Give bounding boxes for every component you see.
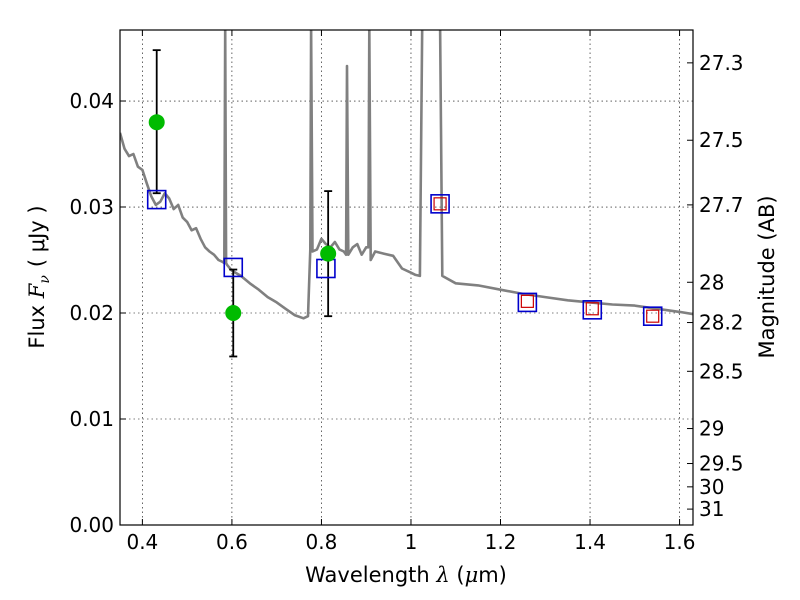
bandpass-square [223, 257, 244, 278]
y2-tick-label: 29 [699, 417, 724, 441]
y2-tick-label: 29.5 [699, 452, 744, 476]
bandpass-square [642, 306, 663, 326]
y-tick-label: 0.00 [69, 513, 114, 537]
y-tick-label: 0.02 [69, 301, 114, 325]
y2-tick-label: 28.2 [699, 311, 744, 335]
x-tick-label: 0.6 [216, 530, 248, 554]
detection-point [225, 305, 242, 322]
y2-tick-label: 30 [699, 475, 724, 499]
x-tick-label: 1.2 [485, 530, 517, 554]
y-tick-label: 0.01 [69, 407, 114, 431]
limit-square [433, 197, 447, 211]
y2-tick-label: 28.5 [699, 359, 744, 383]
detection-point [320, 245, 337, 262]
bandpass-square [517, 292, 538, 313]
y-axis-label: Flux Fν( μJy ) [25, 205, 53, 348]
limit-square [520, 294, 534, 308]
y-axis-ticks: 0.00 0.01 0.02 0.03 0.04 [69, 89, 126, 537]
plot-frame [119, 29, 694, 526]
bandpass-square [146, 189, 167, 210]
x-tick-label: 0.4 [126, 530, 158, 554]
detection-points [148, 114, 337, 322]
bandpass-square [582, 300, 603, 320]
bandpass-squares [146, 189, 663, 326]
y2-tick-label: 31 [699, 497, 724, 521]
x-tick-label: 1.6 [664, 530, 696, 554]
y2-tick-label: 27.3 [699, 51, 744, 75]
detection-point [148, 114, 165, 131]
x-tick-label: 1.4 [574, 530, 606, 554]
limit-square [585, 302, 599, 316]
y-tick-label: 0.04 [69, 89, 114, 113]
y2-axis-label: Magnitude (AB) [755, 195, 779, 358]
grid-lines [120, 30, 693, 526]
bandpass-square [430, 194, 450, 214]
spectrum-line [120, 30, 693, 320]
y2-tick-label: 27.5 [699, 128, 744, 152]
model-spectrum [120, 30, 693, 320]
y2-tick-label: 28 [699, 270, 724, 294]
x-tick-label: 0.8 [306, 530, 338, 554]
x-axis-label: Wavelength λ (μm) [305, 563, 507, 587]
plot-area [120, 30, 693, 358]
y2-tick-label: 27.7 [699, 193, 744, 217]
x-axis-ticks: 0.4 0.6 0.8 1 1.2 1.4 1.6 [126, 30, 695, 554]
y-tick-label: 0.03 [69, 195, 114, 219]
x-tick-label: 1 [405, 530, 418, 554]
limit-square [646, 309, 660, 323]
